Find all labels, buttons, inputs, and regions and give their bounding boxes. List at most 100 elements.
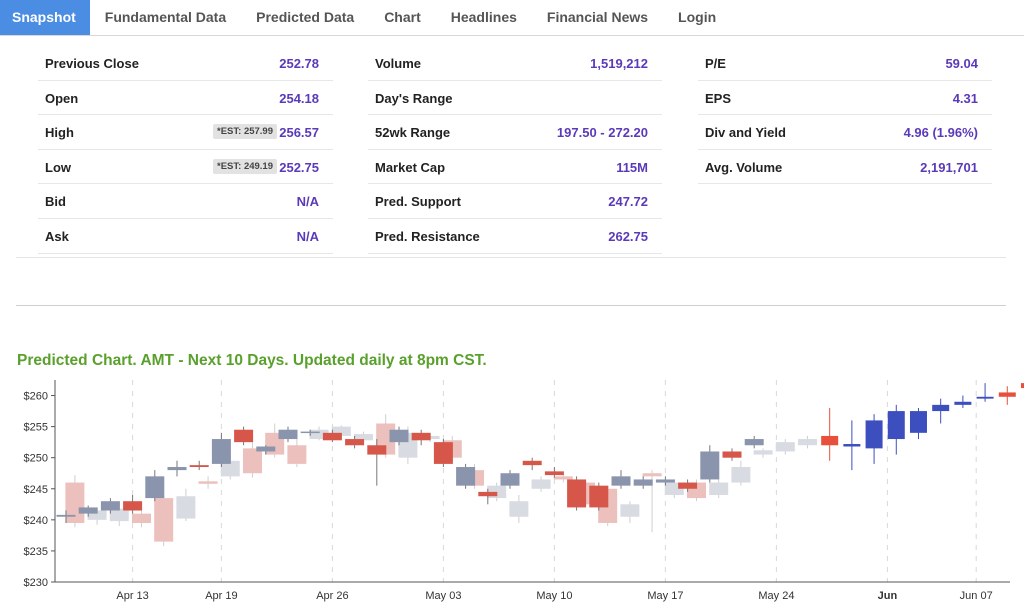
stat-label: High xyxy=(45,125,74,141)
shadow-candle xyxy=(642,473,662,477)
x-tick-label: Jun 07 xyxy=(960,590,993,602)
actual-candle xyxy=(589,485,609,508)
estimate-badge: *EST: 257.99 xyxy=(213,124,277,140)
stat-row: EPS 4.31 xyxy=(698,81,992,116)
actual-candle xyxy=(78,507,98,514)
actual-candle xyxy=(234,429,254,443)
shadow-candle xyxy=(753,450,773,455)
x-tick-label: May 10 xyxy=(536,590,572,602)
predicted-candle xyxy=(843,444,861,447)
x-tick-label: May 03 xyxy=(425,590,461,602)
shadow-candle xyxy=(797,439,817,446)
y-tick-label: $255 xyxy=(24,422,48,434)
shadow-candle xyxy=(353,434,373,441)
predicted-candle xyxy=(1020,383,1024,389)
stat-label: Avg. Volume xyxy=(705,159,783,175)
stat-label: Pred. Resistance xyxy=(375,228,480,244)
actual-candle xyxy=(322,432,342,441)
tab-fundamental-data[interactable]: Fundamental Data xyxy=(104,9,227,25)
stat-row: Div and Yield 4.96 (1.96%) xyxy=(698,115,992,150)
actual-candle xyxy=(456,467,476,486)
actual-candle xyxy=(522,460,542,466)
candlestick-chart: $230 $235 $240 $245 $250 $255 $260 Apr 13 Apr 19… xyxy=(24,380,1024,602)
stat-value: 59.04 xyxy=(945,56,978,71)
y-tick-label: $230 xyxy=(24,577,48,589)
divider xyxy=(16,257,1006,258)
actual-candle xyxy=(500,473,520,486)
stat-row: Day's Range xyxy=(368,81,662,116)
predicted-candle xyxy=(998,392,1016,397)
predicted-candle xyxy=(932,404,950,412)
stats-column-1: Previous Close 252.78 Open 254.18 High *EST: … xyxy=(38,46,333,254)
actual-candle xyxy=(411,432,431,441)
shadow-candle xyxy=(176,496,196,519)
shadow-candle xyxy=(65,482,85,523)
divider xyxy=(16,305,1006,306)
stat-row: Open 254.18 xyxy=(38,81,333,116)
shadow-candle xyxy=(242,448,262,474)
actual-candle xyxy=(633,479,653,486)
predicted-candle xyxy=(976,396,994,399)
actual-candle xyxy=(678,482,698,489)
stat-row: Volume 1,519,212 xyxy=(368,46,662,81)
stats-column-3: P/E 59.04 EPS 4.31 Div and Yield 4.96 (1.96%)… xyxy=(698,46,992,185)
stat-value: 197.50 - 272.20 xyxy=(556,125,648,141)
y-tick-label: $260 xyxy=(24,391,48,403)
shadow-candle xyxy=(620,504,640,517)
actual-candle xyxy=(300,431,320,434)
shadow-candle xyxy=(331,426,351,436)
stat-label: Ask xyxy=(45,228,69,244)
actual-candle xyxy=(655,479,675,483)
stat-label: Market Cap xyxy=(375,159,446,175)
stat-row: Pred. Resistance 262.75 xyxy=(368,219,662,254)
shadow-candle xyxy=(131,513,151,523)
y-tick-label: $235 xyxy=(24,546,48,558)
tab-predicted-data[interactable]: Predicted Data xyxy=(256,9,355,25)
shadow-candle xyxy=(309,429,329,440)
stat-value: N/A xyxy=(296,194,319,210)
tab-headlines[interactable]: Headlines xyxy=(450,9,517,25)
tab-login[interactable]: Login xyxy=(678,9,717,25)
stat-value: N/A xyxy=(296,228,319,244)
stat-row: Previous Close 252.78 xyxy=(38,46,333,81)
stat-label: Open xyxy=(45,90,79,106)
stat-label: Div and Yield xyxy=(705,125,786,141)
actual-candle xyxy=(367,445,387,455)
tab-chart[interactable]: Chart xyxy=(384,9,421,25)
stat-value: 4.96 (1.96%) xyxy=(903,125,978,141)
shadow-candle xyxy=(553,476,573,480)
shadow-candle xyxy=(775,442,795,452)
actual-candle xyxy=(145,476,165,499)
predicted-candle xyxy=(821,435,839,446)
actual-candle xyxy=(611,476,631,486)
stat-row: P/E 59.04 xyxy=(698,46,992,81)
actual-candle xyxy=(211,439,231,464)
actual-candle xyxy=(123,501,143,511)
predicted-candle xyxy=(887,411,905,440)
stat-value: 1,519,212 xyxy=(590,56,648,71)
stat-label: Bid xyxy=(45,194,66,210)
shadow-candle xyxy=(531,479,551,489)
actual-candle xyxy=(345,439,365,446)
predicted-candle xyxy=(909,411,927,433)
shadow-candle xyxy=(198,481,218,484)
actual-candle xyxy=(256,446,276,452)
tab-snapshot[interactable]: Snapshot xyxy=(0,0,90,35)
shadow-candle xyxy=(87,510,107,520)
shadow-candle xyxy=(287,445,307,464)
stats-column-2: Volume 1,519,212 Day's Range 52wk Range 197.… xyxy=(368,46,662,254)
stat-row: Market Cap 115M xyxy=(368,150,662,185)
actual-candle xyxy=(722,451,742,458)
stat-value: 4.31 xyxy=(952,90,978,106)
stat-value: 2,191,701 xyxy=(920,159,978,175)
actual-candle xyxy=(167,467,187,471)
actual-candle xyxy=(56,514,76,517)
x-tick-label: Apr 26 xyxy=(316,590,348,602)
actual-candle xyxy=(700,451,720,480)
actual-candle xyxy=(544,471,564,476)
x-tick-label: Apr 13 xyxy=(116,590,148,602)
tab-financial-news[interactable]: Financial News xyxy=(546,9,649,25)
x-tick-label: May 17 xyxy=(647,590,683,602)
x-tick-label: May 24 xyxy=(758,590,794,602)
stat-label: Day's Range xyxy=(375,90,453,106)
